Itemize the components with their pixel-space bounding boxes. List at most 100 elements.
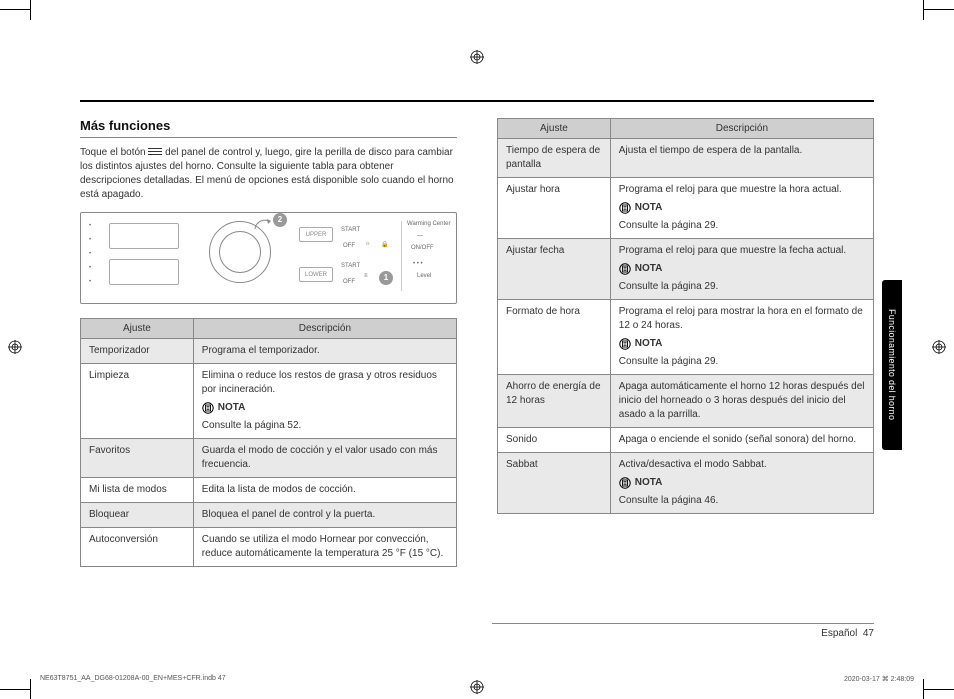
off-label: OFF [343, 243, 355, 249]
illus-display [109, 223, 179, 249]
light-icon: ☼ [365, 241, 371, 247]
th-ajuste: Ajuste [498, 119, 611, 139]
cell-descripcion: Ajusta el tiempo de espera de la pantall… [610, 139, 873, 178]
section-heading: Más funciones [80, 118, 457, 138]
nota-text: Consulte la página 29. [619, 280, 865, 294]
callout-badge-1: 1 [379, 271, 393, 285]
illus-divider [401, 221, 402, 291]
settings-table-right: Ajuste Descripción Tiempo de espera de p… [497, 118, 874, 514]
cell-ajuste: Sonido [498, 428, 611, 453]
illus-label: • [89, 237, 91, 243]
side-tab: Funcionamiento del horno [882, 280, 902, 450]
cell-ajuste: Ajustar hora [498, 178, 611, 239]
nota-icon [619, 338, 631, 350]
lower-button: LOWER [299, 267, 333, 282]
nota-label: NOTA [619, 476, 663, 490]
cell-descripcion: Bloquea el panel de control y la puerta. [193, 503, 456, 528]
cell-ajuste: Favoritos [81, 439, 194, 478]
crop-mark [30, 679, 31, 699]
cell-ajuste: Formato de hora [498, 300, 611, 375]
cell-descripcion: Apaga automáticamente el horno 12 horas … [610, 375, 873, 428]
cell-ajuste: Temporizador [81, 339, 194, 364]
page-top-rule [80, 100, 874, 102]
nota-label: NOTA [202, 401, 246, 415]
nota-icon [619, 263, 631, 275]
footer-language: Español [821, 628, 857, 639]
registration-mark-icon [8, 340, 22, 354]
cell-ajuste: Sabbat [498, 453, 611, 514]
cell-descripcion: Apaga o enciende el sonido (señal sonora… [610, 428, 873, 453]
nota-text: Consulte la página 46. [619, 494, 865, 508]
table-row: SabbatActiva/desactiva el modo Sabbat.NO… [498, 453, 874, 514]
nota-text: Consulte la página 29. [619, 219, 865, 233]
cell-ajuste: Ajustar fecha [498, 239, 611, 300]
table-row: LimpiezaElimina o reduce los restos de g… [81, 364, 457, 439]
cell-descripcion: Edita la lista de modos de cocción. [193, 478, 456, 503]
illus-display [109, 259, 179, 285]
off-label: OFF [343, 279, 355, 285]
illus-label: • [89, 223, 91, 229]
print-footer-timestamp: 2020-03-17 ⌘ 2:48:09 [844, 675, 914, 683]
upper-button: UPPER [299, 227, 333, 242]
table-row: BloquearBloquea el panel de control y la… [81, 503, 457, 528]
th-ajuste: Ajuste [81, 319, 194, 339]
crop-mark [0, 9, 30, 10]
left-column: Más funciones Toque el botón del panel d… [80, 118, 457, 567]
nota-icon [202, 402, 214, 414]
menu-small-icon: ≡ [364, 273, 368, 279]
cell-descripcion: Programa el reloj para que muestre la fe… [610, 239, 873, 300]
dial-arrow-icon [253, 215, 273, 235]
registration-mark-icon [470, 50, 484, 64]
lock-icon: 🔒 [381, 241, 388, 248]
print-footer-filename: NE63T8751_AA_DG68-01208A-00_EN+MES+CFR.i… [40, 675, 226, 683]
nota-label: NOTA [619, 201, 663, 215]
cell-ajuste: Tiempo de espera de pantalla [498, 139, 611, 178]
table-row: Ajustar fechaPrograma el reloj para que … [498, 239, 874, 300]
table-row: SonidoApaga o enciende el sonido (señal … [498, 428, 874, 453]
warming-dash: — [417, 233, 423, 239]
nota-label: NOTA [619, 337, 663, 351]
control-panel-illustration: • • • • • 2 UPPER LOWER START OFF START … [80, 212, 457, 304]
crop-mark [0, 689, 30, 690]
nota-icon [619, 477, 631, 489]
illus-label: • [89, 265, 91, 271]
crop-mark [924, 689, 954, 690]
side-tab-label: Funcionamiento del horno [887, 309, 897, 420]
cell-ajuste: Mi lista de modos [81, 478, 194, 503]
table-row: Tiempo de espera de pantallaAjusta el ti… [498, 139, 874, 178]
print-footer: NE63T8751_AA_DG68-01208A-00_EN+MES+CFR.i… [40, 675, 914, 683]
crop-mark [923, 0, 924, 20]
level-dots: • • • [413, 261, 423, 267]
warming-label: Warming Center [407, 221, 450, 227]
right-column: Ajuste Descripción Tiempo de espera de p… [497, 118, 874, 567]
nota-label: NOTA [619, 262, 663, 276]
callout-badge-2: 2 [273, 213, 287, 227]
footer-page-number: 47 [863, 628, 874, 639]
onoff-label: ON/OFF [411, 245, 434, 251]
settings-table-left: Ajuste Descripción TemporizadorPrograma … [80, 318, 457, 567]
table-row: Formato de horaPrograma el reloj para mo… [498, 300, 874, 375]
start-label: START [341, 263, 360, 269]
cell-descripcion: Programa el temporizador. [193, 339, 456, 364]
intro-paragraph: Toque el botón del panel de control y, l… [80, 146, 457, 202]
cell-descripcion: Programa el reloj para mostrar la hora e… [610, 300, 873, 375]
cell-descripcion: Cuando se utiliza el modo Hornear por co… [193, 528, 456, 567]
nota-icon [619, 202, 631, 214]
registration-mark-icon [932, 340, 946, 354]
table-row: AutoconversiónCuando se utiliza el modo … [81, 528, 457, 567]
cell-descripcion: Activa/desactiva el modo Sabbat.NOTACons… [610, 453, 873, 514]
th-desc: Descripción [193, 319, 456, 339]
intro-prefix: Toque el botón [80, 147, 148, 158]
page-footer: Español 47 [492, 623, 874, 639]
cell-descripcion: Programa el reloj para que muestre la ho… [610, 178, 873, 239]
nota-text: Consulte la página 29. [619, 355, 865, 369]
cell-ajuste: Limpieza [81, 364, 194, 439]
cell-ajuste: Autoconversión [81, 528, 194, 567]
nota-text: Consulte la página 52. [202, 419, 448, 433]
cell-ajuste: Bloquear [81, 503, 194, 528]
table-row: Mi lista de modosEdita la lista de modos… [81, 478, 457, 503]
table-row: Ahorro de energía de 12 horasApaga autom… [498, 375, 874, 428]
start-label: START [341, 227, 360, 233]
crop-mark [923, 679, 924, 699]
table-row: Ajustar horaPrograma el reloj para que m… [498, 178, 874, 239]
